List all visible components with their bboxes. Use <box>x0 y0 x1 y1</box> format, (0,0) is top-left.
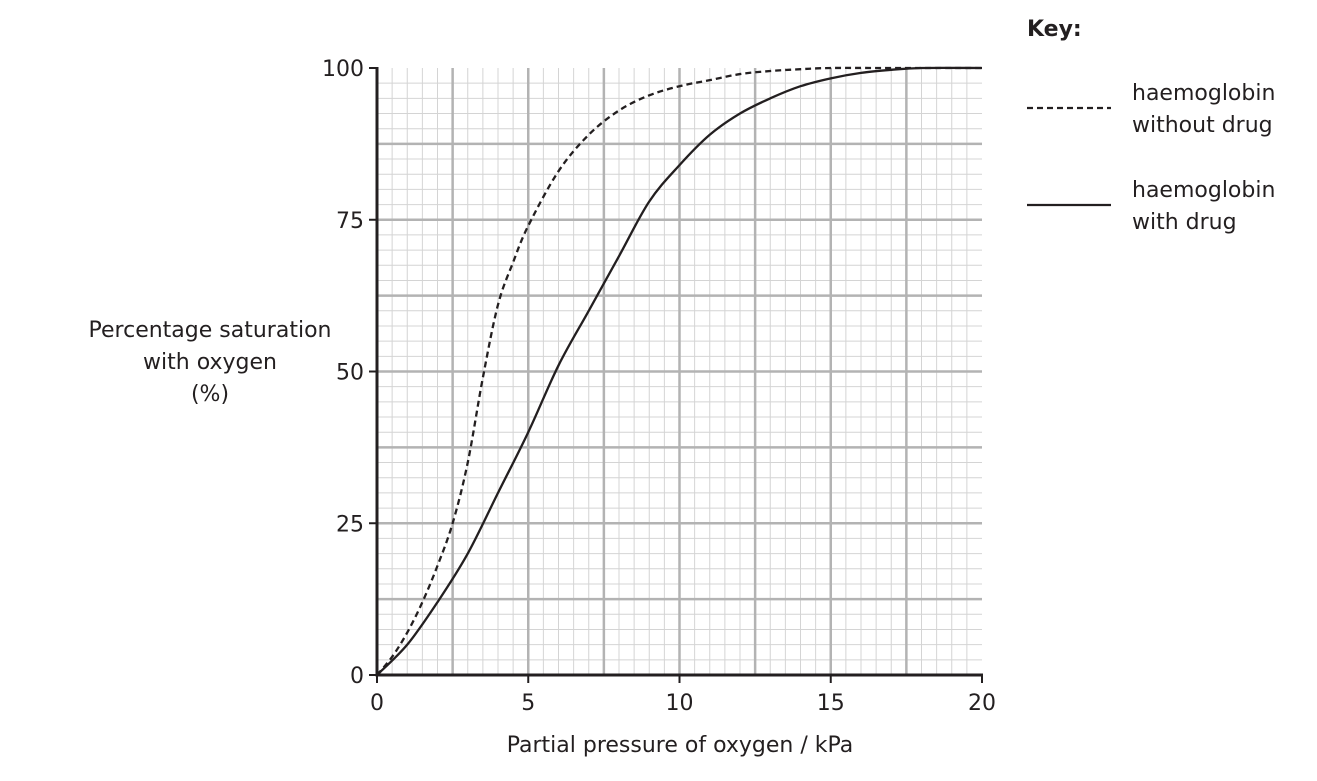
y-tick-label: 50 <box>336 361 364 386</box>
x-tick-label: 15 <box>817 691 845 716</box>
legend-label: haemoglobin <box>1132 178 1275 203</box>
series-line-haemoglobin-without-drug <box>376 66 982 676</box>
legend-label: haemoglobin <box>1132 81 1275 106</box>
legend-title: Key: <box>1027 17 1082 42</box>
tick-labels: 0 5 10 15 20 0 25 50 75 100 <box>322 57 996 716</box>
y-axis-title-line: Percentage saturation <box>89 318 332 343</box>
y-tick-label: 0 <box>350 664 364 689</box>
axis-titles: Partial pressure of oxygen / kPa Percenta… <box>89 318 854 758</box>
x-tick-label: 0 <box>370 691 384 716</box>
x-axis-title: Partial pressure of oxygen / kPa <box>507 733 854 758</box>
x-tick-label: 5 <box>521 691 535 716</box>
series <box>376 66 983 676</box>
x-tick-label: 10 <box>666 691 694 716</box>
y-tick-label: 25 <box>336 512 364 537</box>
grid <box>377 68 982 675</box>
y-tick-label: 100 <box>322 57 364 82</box>
y-axis-title-line: with oxygen <box>143 350 277 375</box>
y-axis-title-line: (%) <box>191 382 229 407</box>
legend-label: without drug <box>1132 113 1273 138</box>
legend: Key: haemoglobin without drug haemoglobin wi… <box>1027 17 1275 235</box>
y-tick-label: 75 <box>336 209 364 234</box>
legend-label: with drug <box>1132 210 1237 235</box>
x-tick-label: 20 <box>968 691 996 716</box>
series-line-haemoglobin-with-drug <box>376 66 983 676</box>
